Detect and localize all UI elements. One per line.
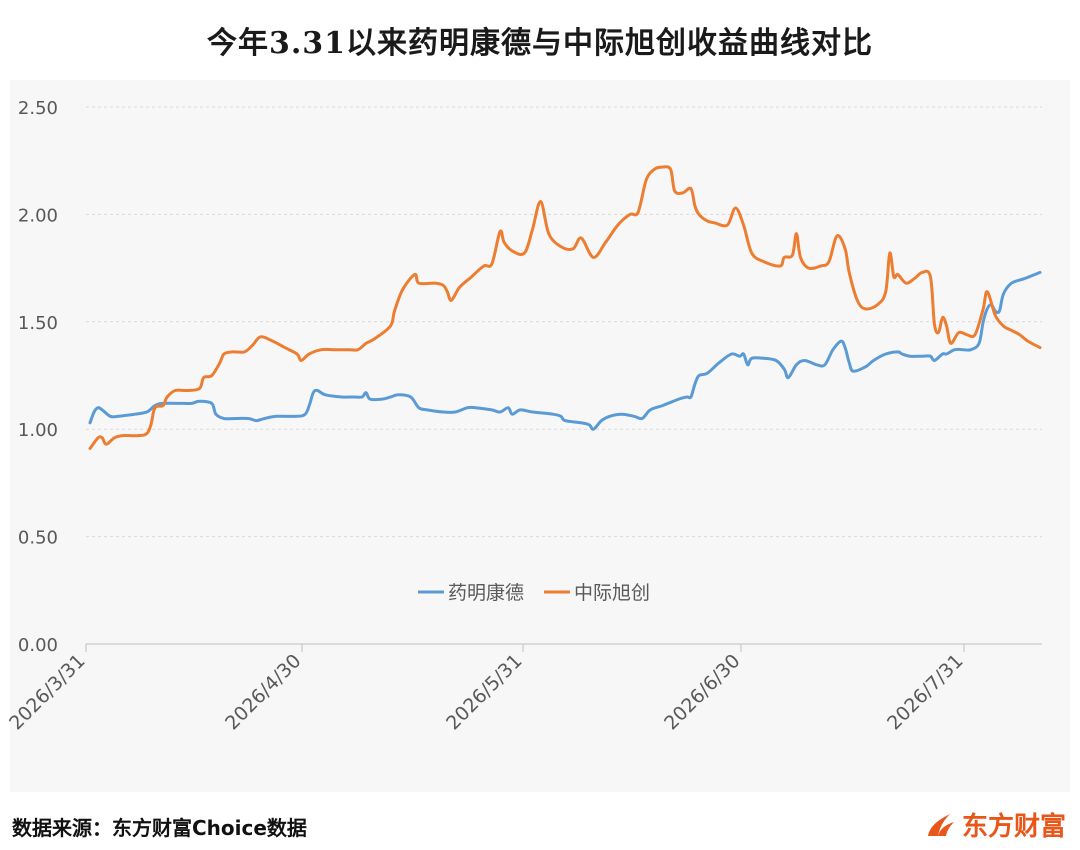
y-tick-label: 2.00 bbox=[18, 205, 58, 226]
x-tick-label: 2026/3/31 bbox=[5, 650, 89, 734]
y-tick-label: 1.50 bbox=[18, 313, 58, 334]
brand-logo: 东方财富 bbox=[924, 806, 1066, 843]
data-source-note: 数据来源：东方财富Choice数据 bbox=[12, 816, 307, 840]
x-tick-label: 2026/4/30 bbox=[221, 650, 305, 734]
series-line-innolight bbox=[88, 165, 1042, 450]
y-tick-label: 0.50 bbox=[18, 528, 58, 549]
y-tick-label: 1.00 bbox=[18, 420, 58, 441]
legend-label: 药明康德 bbox=[448, 582, 524, 604]
series-lines bbox=[88, 165, 1042, 450]
plot-area-background bbox=[10, 80, 1070, 792]
x-tick-label: 2026/5/31 bbox=[442, 650, 526, 734]
legend: 药明康德 中际旭创 bbox=[418, 582, 650, 604]
x-tick-label: 2026/6/30 bbox=[660, 650, 744, 734]
grid-lines bbox=[86, 106, 1042, 538]
y-tick-label: 2.50 bbox=[18, 98, 58, 119]
x-tick-label: 2026/7/31 bbox=[883, 650, 967, 734]
chart-title: 今年3.31以来药明康德与中际旭创收益曲线对比 bbox=[206, 26, 874, 61]
legend-label: 中际旭创 bbox=[574, 582, 650, 604]
y-tick-label: 0.00 bbox=[18, 635, 58, 656]
axes: 0.00 0.50 1.00 1.50 2.00 2.50 2026/3/31 2026/4/… bbox=[5, 98, 1042, 734]
series-line-wuxi-apptec bbox=[88, 270, 1042, 431]
brand-name: 东方财富 bbox=[961, 812, 1066, 842]
brand-flame-icon bbox=[927, 813, 954, 836]
